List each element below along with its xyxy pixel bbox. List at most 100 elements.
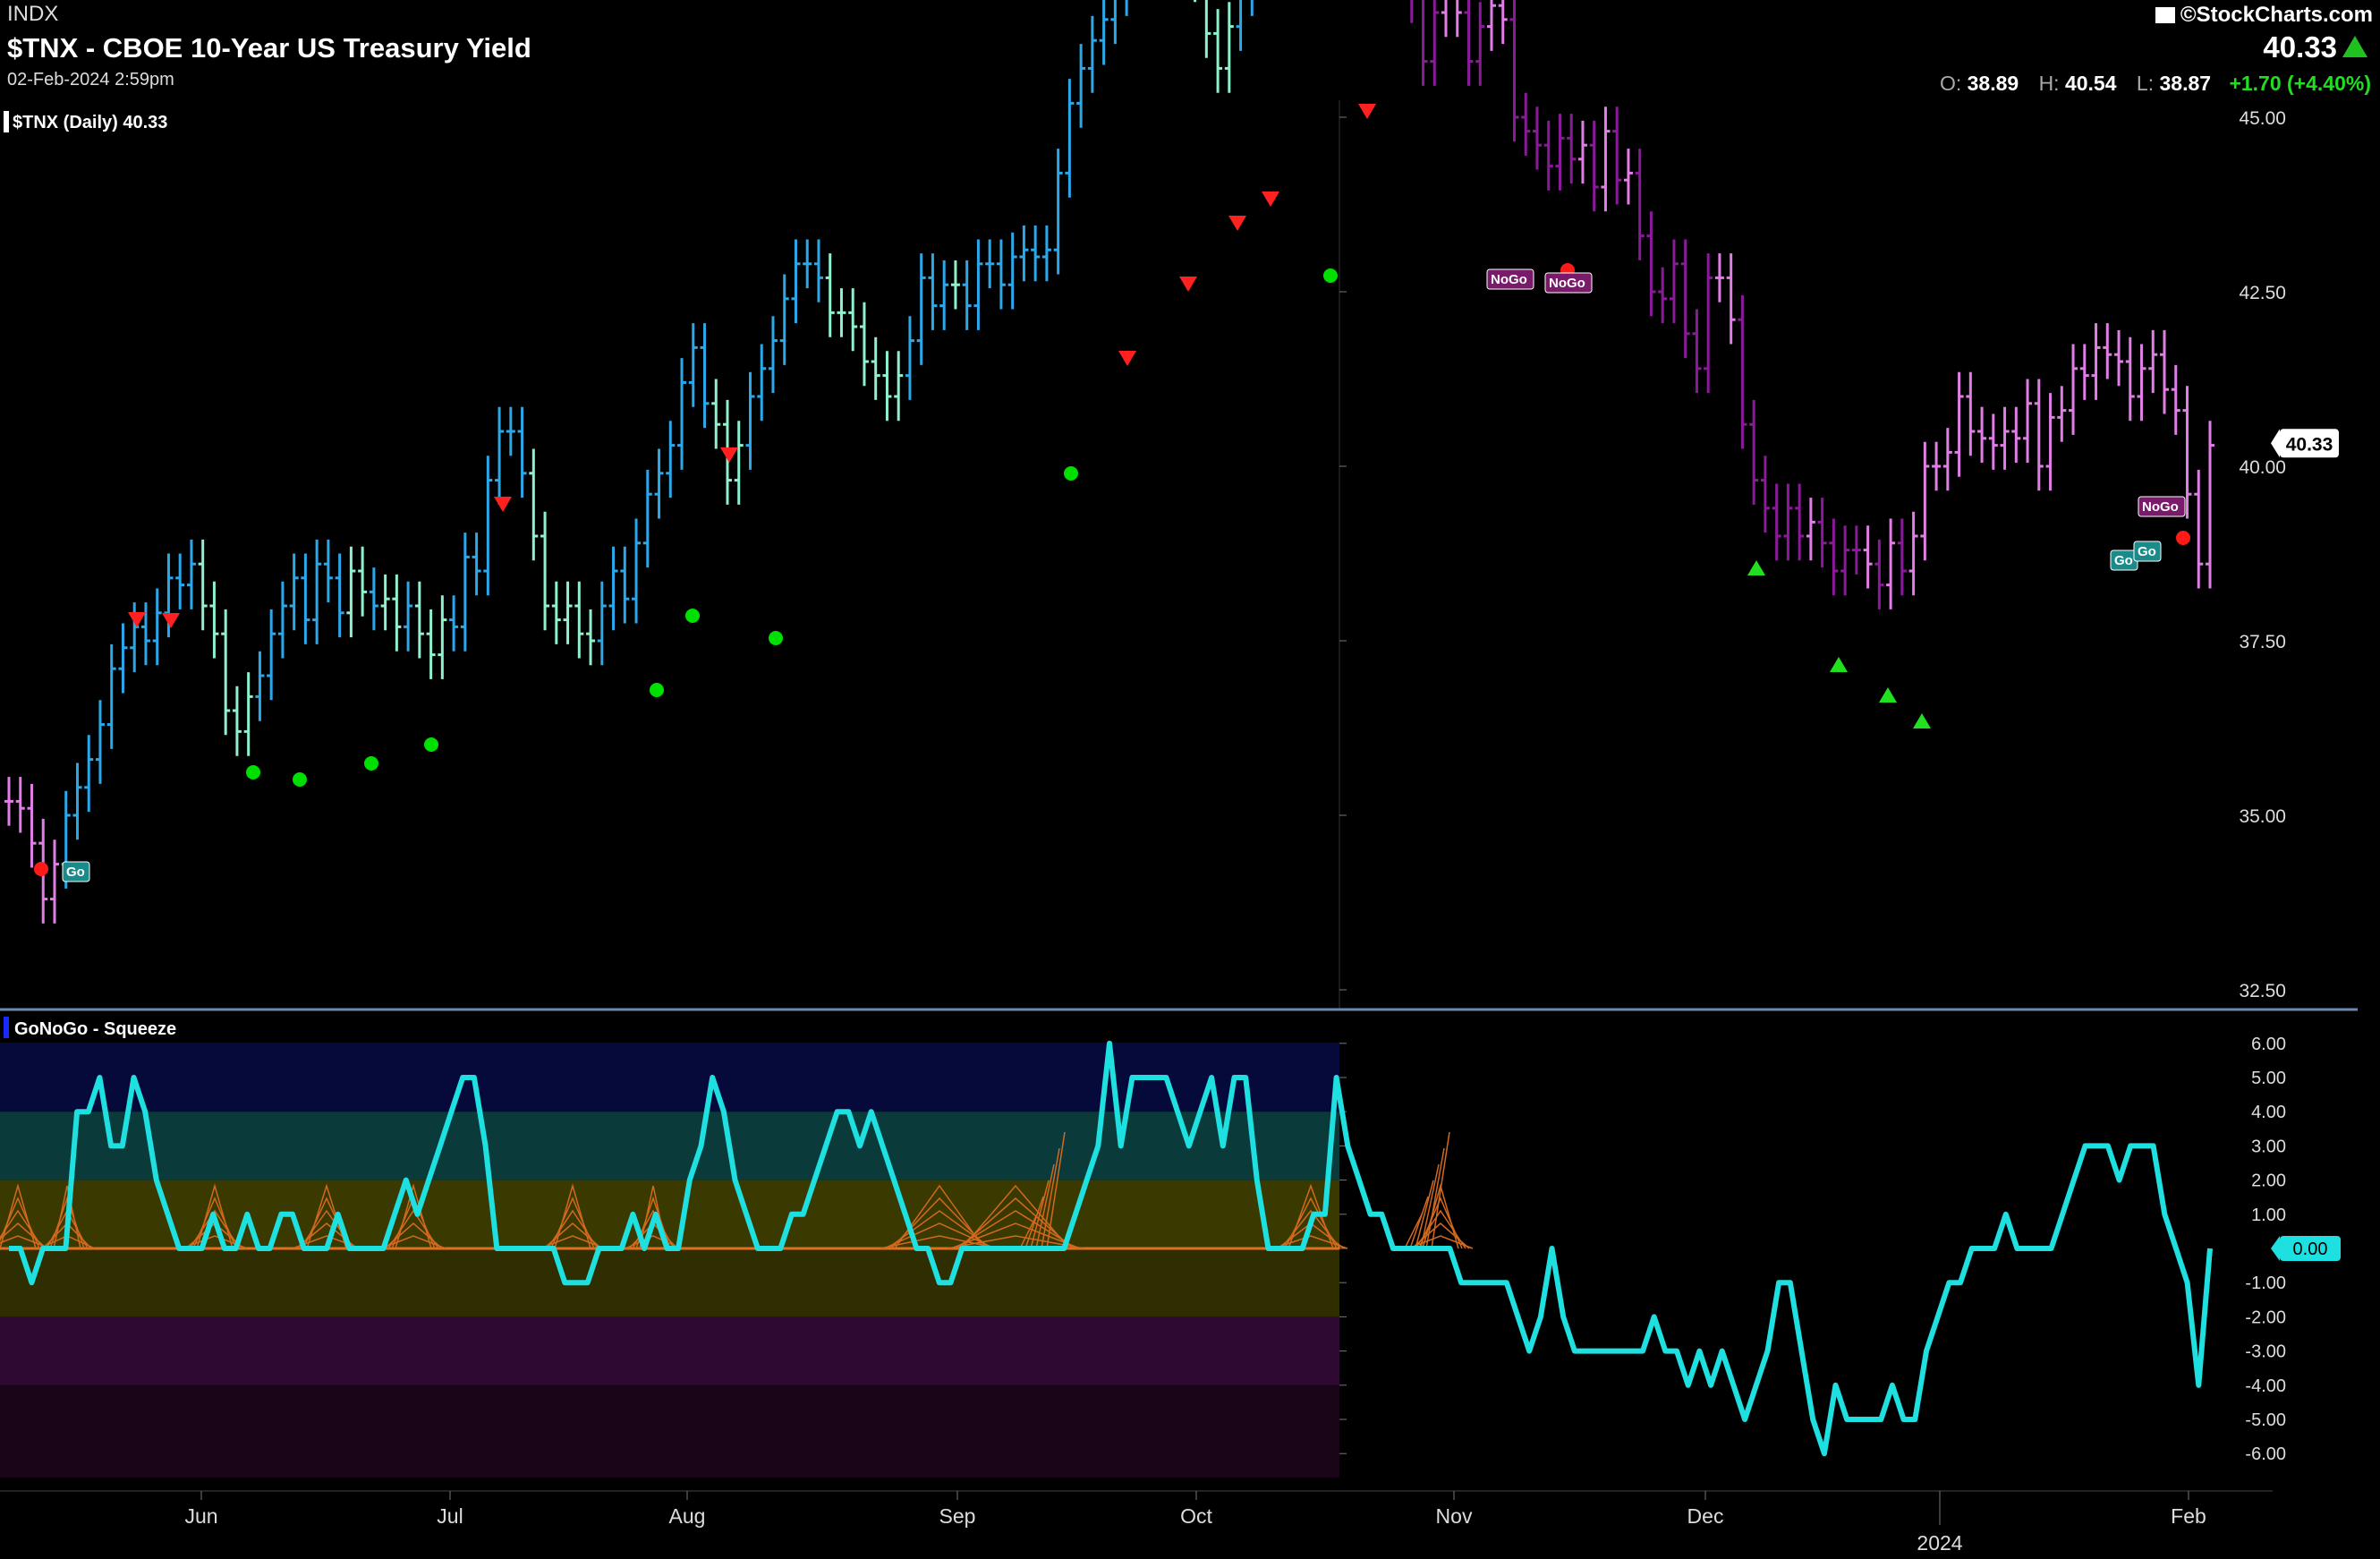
squeeze-fan: [957, 1197, 1074, 1249]
osc-legend-swatch: [4, 1017, 9, 1038]
stockcharts-logo-icon: [2155, 7, 2175, 23]
nogo-countertrend-icon: [162, 613, 180, 628]
band-go: [0, 1112, 1339, 1180]
squeeze-fan: [196, 1183, 234, 1249]
nogo-countertrend-icon: [1228, 216, 1246, 231]
squeeze-fan: [961, 1184, 1070, 1249]
go-badge: Go: [2138, 544, 2156, 559]
go-trend-dot: [1323, 268, 1338, 283]
osc-tick-label: -3.00: [2245, 1342, 2286, 1362]
squeeze-fan: [880, 1235, 999, 1249]
squeeze-fan: [1035, 1163, 1055, 1249]
go-countertrend-icon: [1747, 560, 1765, 575]
squeeze-fan: [1409, 1196, 1429, 1249]
osc-tick-label: -6.00: [2245, 1444, 2286, 1464]
band-neutral-lower: [0, 1248, 1339, 1317]
squeeze-fan: [954, 1210, 1077, 1249]
band-nogo: [0, 1316, 1339, 1385]
brand-watermark: ©StockCharts.com: [2155, 3, 2373, 28]
go-trend-dot: [769, 631, 783, 645]
band-neutral-upper: [0, 1180, 1339, 1248]
ohlc-summary: O: 38.89 H: 40.54 L: 38.87 +1.70 (+4.40%…: [1925, 72, 2371, 96]
squeeze-fan: [53, 1185, 81, 1249]
price-tick-label: 32.50: [2239, 981, 2286, 1001]
squeeze-fan: [947, 1235, 1084, 1249]
x-tick-label: 2024: [1917, 1531, 1962, 1555]
nogo-countertrend-icon: [1179, 277, 1197, 292]
x-tick-label: Jul: [437, 1504, 463, 1528]
squeeze-fan: [550, 1197, 595, 1249]
price-up-icon: [2342, 36, 2367, 57]
osc-last-label: 0.00: [2293, 1240, 2328, 1259]
nogo-countertrend-icon: [1118, 351, 1136, 366]
last-price: 40.33: [2263, 30, 2367, 64]
squeeze-fan: [1422, 1183, 1459, 1249]
squeeze-fan: [192, 1197, 237, 1249]
band-strong-nogo: [0, 1384, 1339, 1478]
squeeze-fan: [1415, 1180, 1434, 1249]
price-tick-label: 42.50: [2239, 283, 2286, 303]
last-price-label: 40.33: [2286, 434, 2333, 455]
nogo-countertrend-icon: [494, 497, 512, 512]
nogo-trend-dot: [2176, 531, 2190, 545]
squeeze-fan: [1431, 1131, 1450, 1249]
low-value: 38.87: [2159, 72, 2212, 95]
osc-tick-label: 2.00: [2251, 1171, 2286, 1191]
squeeze-fan: [1418, 1197, 1463, 1249]
price-tick-label: 35.00: [2239, 806, 2286, 827]
price-tick-label: 40.00: [2239, 457, 2286, 478]
osc-legend-label: GoNoGo - Squeeze: [14, 1019, 176, 1039]
x-tick-label: Jun: [184, 1504, 217, 1528]
squeeze-fan: [635, 1196, 671, 1249]
squeeze-fan: [1425, 1147, 1445, 1249]
osc-tick-label: 1.00: [2251, 1205, 2286, 1225]
nogo-badge-box: [1486, 268, 1534, 290]
osc-tick-label: -4.00: [2245, 1376, 2286, 1396]
nogo-countertrend-icon: [1358, 104, 1376, 119]
chart-title: $TNX - CBOE 10-Year US Treasury Yield: [7, 32, 531, 64]
osc-tick-label: 6.00: [2251, 1035, 2286, 1054]
nogo-countertrend-icon: [1262, 192, 1279, 207]
go-countertrend-icon: [1879, 687, 1897, 703]
x-tick-label: Sep: [939, 1504, 976, 1528]
brand-text: ©StockCharts.com: [2180, 3, 2373, 27]
go-trend-dot: [685, 609, 700, 623]
high-value: 40.54: [2064, 72, 2117, 95]
x-tick-label: Oct: [1180, 1504, 1212, 1528]
go-trend-dot: [650, 683, 664, 697]
chart-date: 02-Feb-2024 2:59pm: [7, 70, 174, 89]
open-label: O:: [1939, 72, 1962, 95]
go-trend-dot: [293, 772, 307, 787]
squeeze-fan: [554, 1183, 591, 1249]
squeeze-fan: [49, 1196, 85, 1249]
squeeze-fan: [0, 1183, 37, 1249]
go-trend-dot: [1064, 466, 1078, 481]
osc-tick-label: -1.00: [2245, 1274, 2286, 1293]
price-legend-label: $TNX (Daily) 40.33: [13, 113, 167, 132]
low-label: L:: [2136, 72, 2155, 95]
squeeze-fan: [395, 1183, 432, 1249]
go-trend-dot: [246, 765, 260, 780]
price-legend-swatch: [4, 111, 9, 132]
last-price-box: [2280, 429, 2339, 458]
nogo-countertrend-icon: [128, 612, 146, 627]
nogo-trend-dot: [34, 862, 48, 876]
squeeze-fan: [1420, 1163, 1440, 1249]
price-tick-label: 45.00: [2239, 108, 2286, 129]
squeeze-fan: [1288, 1183, 1334, 1249]
go-badge-box: [62, 861, 90, 882]
last-price-value: 40.33: [2263, 30, 2337, 64]
squeeze-fan: [950, 1222, 1081, 1249]
osc-tick-label: 3.00: [2251, 1137, 2286, 1156]
squeeze-fan: [1030, 1180, 1050, 1249]
go-badge: Go: [66, 865, 85, 880]
go-countertrend-icon: [1913, 713, 1931, 728]
osc-tick-label: 4.00: [2251, 1103, 2286, 1122]
nogo-badge-box: [1544, 272, 1593, 294]
go-trend-dot: [364, 756, 378, 771]
go-badge: Go: [2114, 553, 2133, 568]
squeeze-fan: [0, 1197, 40, 1249]
osc-tick-label: 5.00: [2251, 1069, 2286, 1088]
squeeze-fan: [883, 1222, 996, 1249]
